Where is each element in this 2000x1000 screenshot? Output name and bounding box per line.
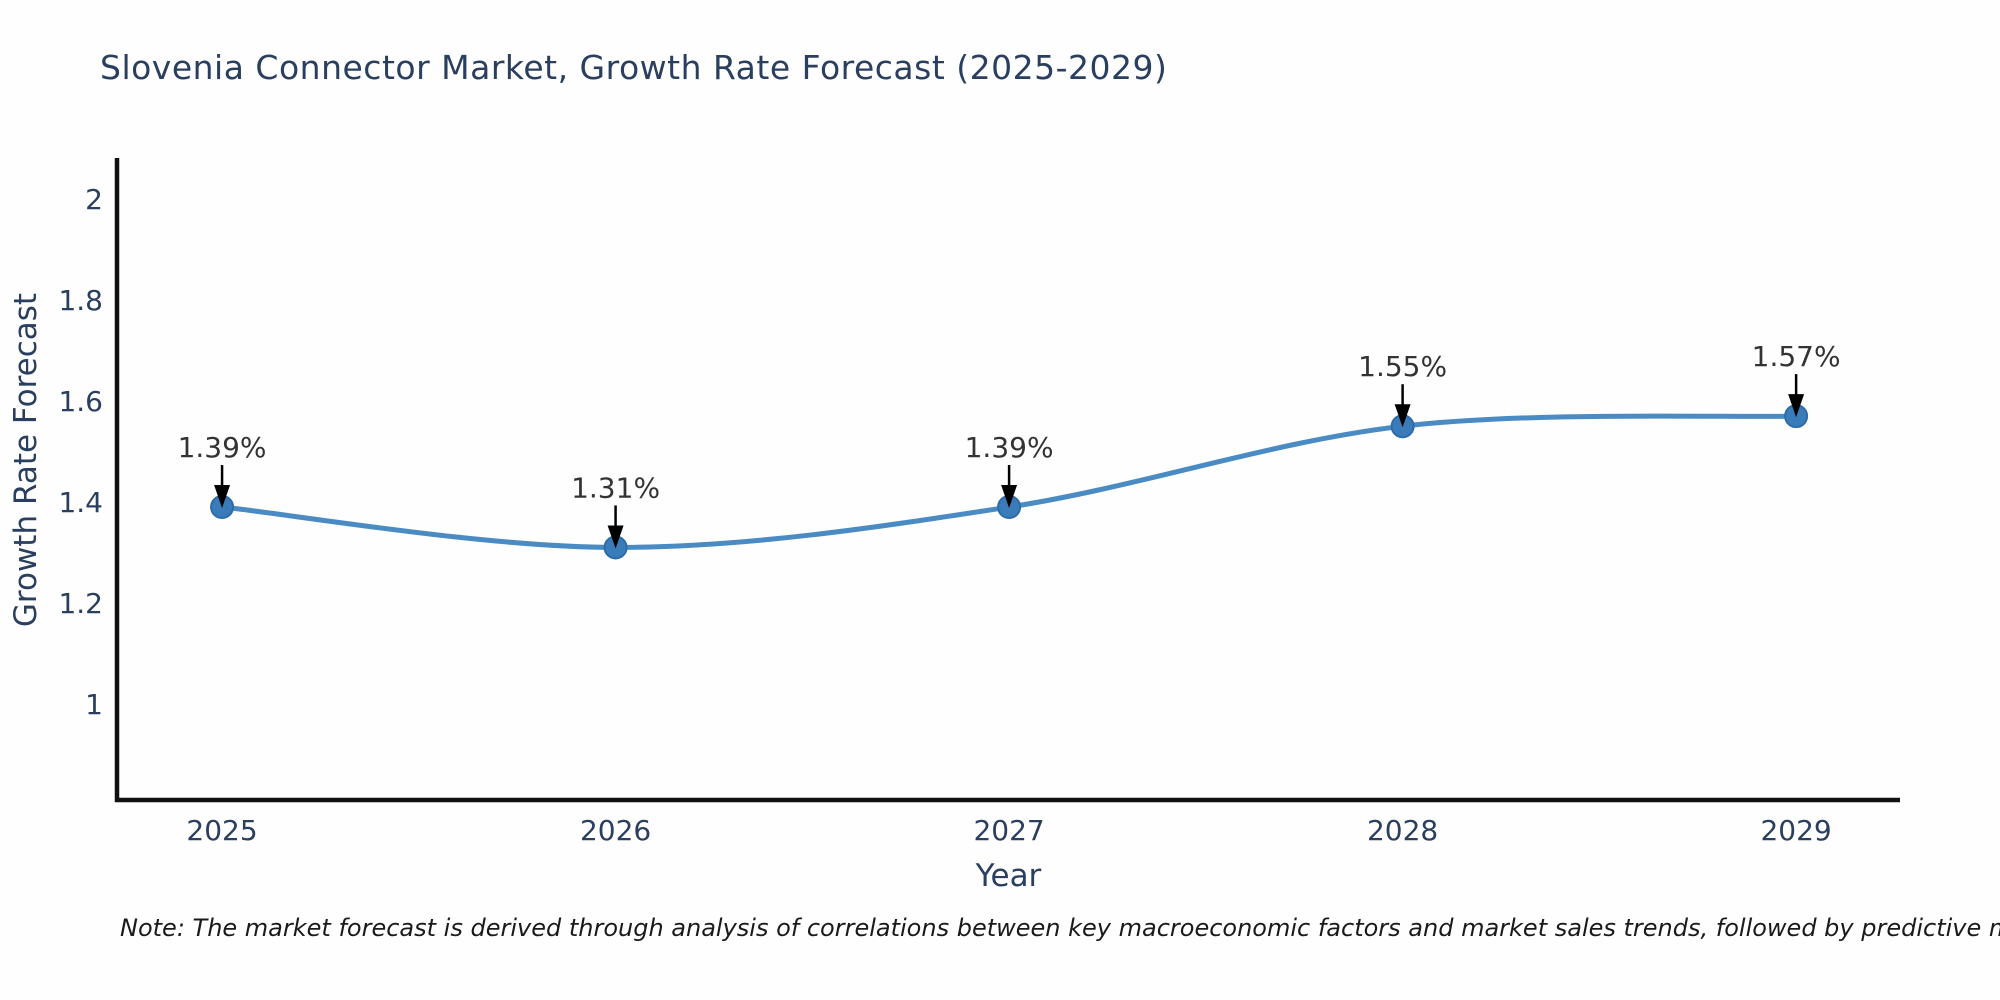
x-tick-label: 2028 (1367, 814, 1438, 847)
y-tick-label: 1.8 (58, 284, 103, 317)
data-point-label-2025: 1.39% (178, 431, 267, 464)
y-tick-label: 2 (85, 183, 103, 216)
annotation-arrow-head (214, 485, 231, 509)
y-tick-label: 1.4 (58, 486, 103, 519)
axis-lines (114, 158, 1900, 803)
annotation-arrow-head (1001, 485, 1018, 509)
annotation-arrow-head (1394, 404, 1411, 428)
chart-title: Slovenia Connector Market, Growth Rate F… (100, 48, 1168, 87)
y-axis-title: Growth Rate Forecast (8, 292, 44, 628)
x-tick-label: 2025 (186, 814, 257, 847)
x-tick-label: 2027 (973, 814, 1044, 847)
annotation-arrow-head (607, 525, 624, 549)
footnote: Note: The market forecast is derived thr… (120, 914, 2000, 942)
data-point-label-2027: 1.39% (965, 431, 1054, 464)
x-axis-title: Year (975, 858, 1042, 894)
data-point-label-2028: 1.55% (1358, 350, 1447, 383)
x-tick-label: 2026 (580, 814, 651, 847)
data-point-label-2029: 1.57% (1752, 340, 1841, 373)
data-point-label-2026: 1.31% (571, 471, 660, 504)
y-tick-label: 1.2 (58, 587, 103, 620)
y-tick-label: 1.6 (58, 385, 103, 418)
annotation-arrow-head (1788, 394, 1805, 418)
y-tick-label: 1 (85, 688, 103, 721)
x-tick-label: 2029 (1760, 814, 1831, 847)
